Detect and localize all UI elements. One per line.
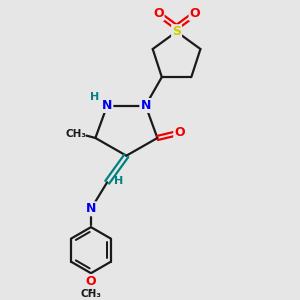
Text: S: S — [172, 25, 181, 38]
Text: N: N — [102, 99, 112, 112]
Text: O: O — [153, 7, 164, 20]
Text: CH₃: CH₃ — [66, 128, 87, 139]
Text: O: O — [85, 275, 96, 288]
Text: H: H — [114, 176, 123, 186]
Text: N: N — [140, 99, 151, 112]
Text: O: O — [190, 7, 200, 20]
Text: N: N — [86, 202, 96, 215]
Text: H: H — [90, 92, 99, 102]
Text: O: O — [174, 126, 185, 139]
Text: CH₃: CH₃ — [80, 289, 101, 299]
